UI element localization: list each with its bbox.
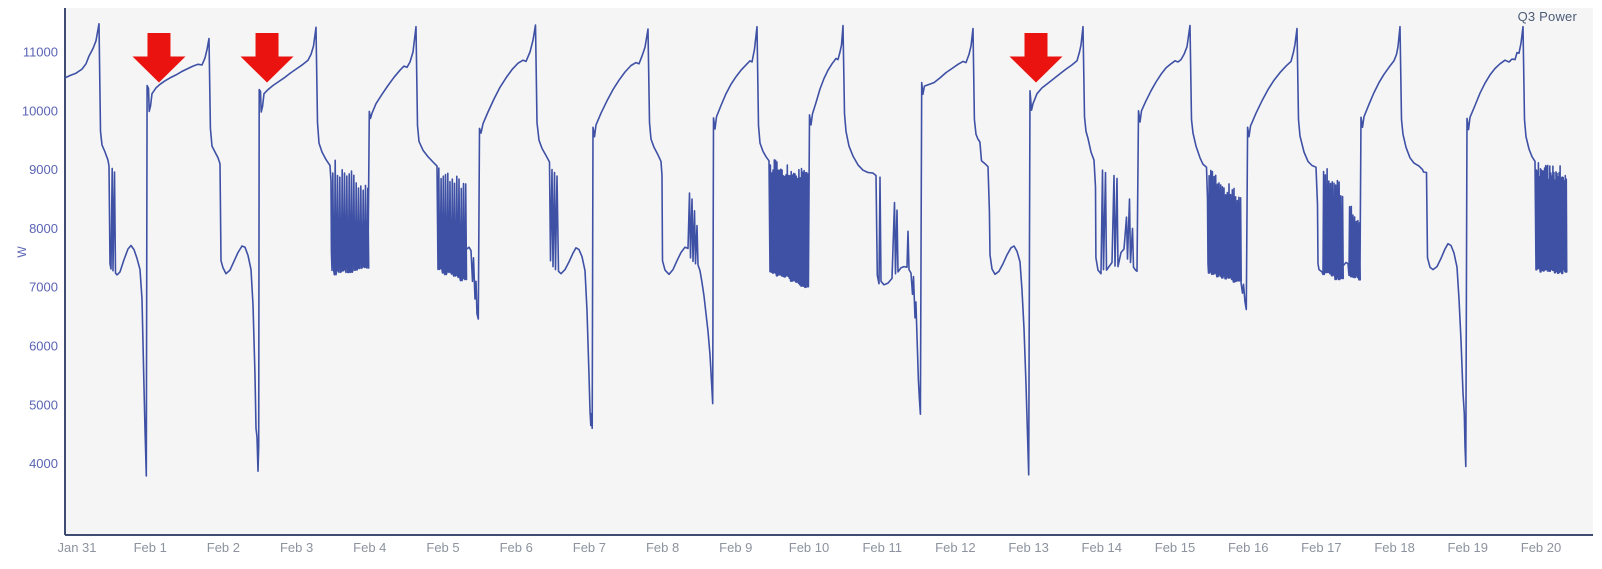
y-tick-label: 7000 (29, 280, 58, 295)
x-tick-label: Feb 14 (1082, 540, 1122, 555)
x-tick-label: Feb 1 (134, 540, 167, 555)
y-tick-label: 11000 (23, 45, 58, 60)
x-tick-label: Feb 12 (935, 540, 975, 555)
x-tick-label: Feb 16 (1228, 540, 1268, 555)
y-tick-label: 4000 (29, 456, 58, 471)
alert-down-arrow-icon (240, 33, 294, 83)
x-tick-label: Feb 20 (1521, 540, 1561, 555)
y-tick-label: 5000 (29, 397, 58, 412)
x-tick-label: Feb 18 (1374, 540, 1414, 555)
series-line-q3-power (65, 23, 1568, 477)
x-tick-label: Feb 7 (573, 540, 606, 555)
y-axis-title: W (15, 246, 29, 258)
x-tick-label: Jan 31 (57, 540, 96, 555)
legend-label: Q3 Power (1517, 9, 1577, 24)
x-tick-label: Feb 10 (789, 540, 829, 555)
y-tick-label: 9000 (29, 162, 58, 177)
y-tick-label: 6000 (29, 339, 58, 354)
x-tick-label: Feb 5 (426, 540, 459, 555)
x-tick-label: Feb 19 (1448, 540, 1488, 555)
x-tick-label: Feb 15 (1155, 540, 1195, 555)
x-tick-label: Feb 17 (1301, 540, 1341, 555)
x-tick-label: Feb 9 (719, 540, 752, 555)
y-tick-label: 10000 (22, 103, 58, 118)
plot-background (65, 8, 1593, 535)
x-tick-label: Feb 13 (1008, 540, 1048, 555)
x-tick-label: Feb 2 (207, 540, 240, 555)
x-tick-label: Feb 6 (500, 540, 533, 555)
alert-down-arrow-icon (132, 33, 186, 83)
x-tick-label: Feb 8 (646, 540, 679, 555)
x-tick-label: Feb 11 (862, 540, 902, 555)
y-tick-label: 8000 (29, 221, 58, 236)
x-tick-label: Feb 4 (353, 540, 386, 555)
alert-down-arrow-icon (1009, 33, 1063, 83)
x-tick-label: Feb 3 (280, 540, 313, 555)
